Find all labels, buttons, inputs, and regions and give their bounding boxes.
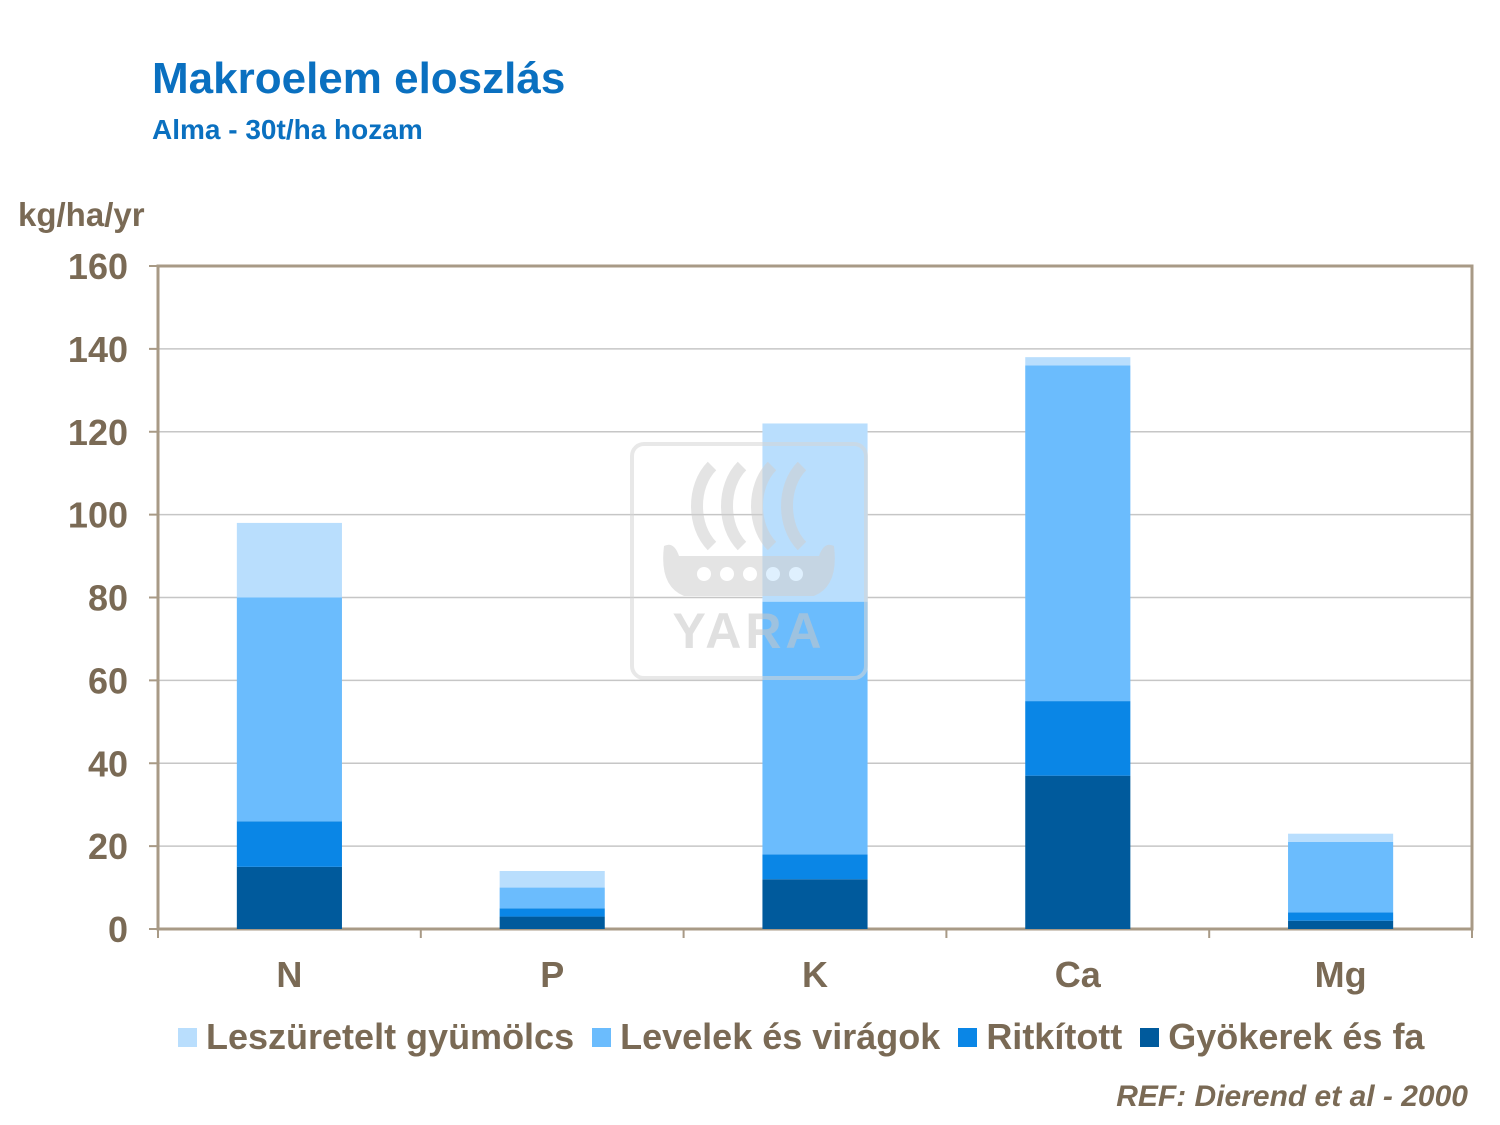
legend-item-harvested-fruit: Leszüretelt gyümölcs <box>178 1016 574 1058</box>
y-tick-label: 60 <box>88 660 128 701</box>
chart-subtitle: Alma - 30t/ha hozam <box>152 114 423 145</box>
legend-label: Ritkított <box>986 1016 1123 1057</box>
y-tick-label: 40 <box>88 743 128 784</box>
legend-swatch <box>178 1027 197 1047</box>
bar-segment <box>236 821 342 867</box>
y-tick-label: 120 <box>68 412 128 453</box>
bar-segment <box>499 916 605 929</box>
stacked-bar-chart: 0 20 40 60 80 100 120 140 160 N P K Ca Mg <box>68 246 1474 995</box>
bar-segment <box>1025 357 1131 366</box>
legend-item-roots-wood: Gyökerek és fa <box>1140 1016 1424 1058</box>
y-tick-label: 140 <box>68 329 128 370</box>
bar-segment <box>1288 841 1394 913</box>
legend-label: Levelek és virágok <box>620 1016 941 1057</box>
chart-legend: Leszüretelt gyümölcs Levelek és virágok … <box>178 1016 1424 1058</box>
legend-label: Leszüretelt gyümölcs <box>206 1016 575 1057</box>
bar-segment <box>236 522 342 598</box>
bar-segment <box>499 908 605 917</box>
bar-segment <box>1288 912 1394 921</box>
bar-segment <box>1025 365 1131 702</box>
x-category-label: Ca <box>1055 954 1102 995</box>
bar-segment <box>499 887 605 909</box>
bar-segment <box>1025 775 1131 929</box>
legend-item-thinned: Ritkított <box>958 1016 1122 1058</box>
bar-segment <box>1288 833 1394 842</box>
legend-swatch <box>958 1027 978 1047</box>
bar-segment <box>1288 920 1394 929</box>
yara-logo-watermark: YARA <box>630 442 868 680</box>
legend-swatch <box>592 1027 612 1047</box>
reference-note: REF: Dierend et al - 2000 <box>1116 1080 1468 1113</box>
viking-ship-icon <box>663 461 835 596</box>
y-tick-label: 80 <box>88 578 128 619</box>
y-tick-label: 0 <box>108 909 128 950</box>
y-tick-label: 20 <box>88 826 128 867</box>
bar-segment <box>236 866 342 929</box>
bar-segment <box>762 601 868 855</box>
y-tick-label: 160 <box>68 246 128 287</box>
bar-segment <box>762 879 868 929</box>
y-axis-unit-label: kg/ha/yr <box>18 196 145 233</box>
x-category-label: K <box>802 954 828 995</box>
legend-item-leaves-flowers: Levelek és virágok <box>592 1016 940 1058</box>
y-tick-label: 100 <box>68 495 128 536</box>
bar-segment <box>762 854 868 880</box>
legend-swatch <box>1140 1027 1160 1047</box>
chart-title: Makroelem eloszlás <box>152 54 566 103</box>
watermark-text: YARA <box>672 603 826 659</box>
bar-segment <box>1025 701 1131 776</box>
bar-segment <box>499 870 605 888</box>
bar-segment <box>236 597 342 822</box>
x-category-label: P <box>540 954 564 995</box>
x-category-label: N <box>276 954 302 995</box>
legend-label: Gyökerek és fa <box>1168 1016 1425 1057</box>
x-category-label: Mg <box>1315 954 1367 995</box>
